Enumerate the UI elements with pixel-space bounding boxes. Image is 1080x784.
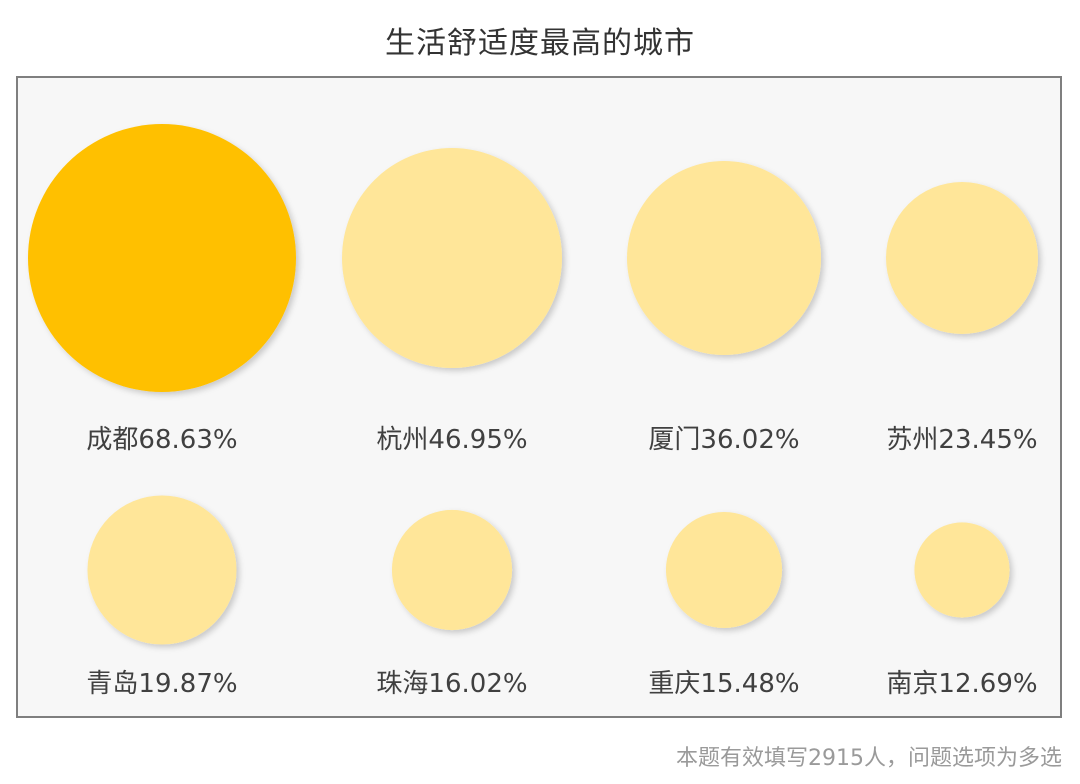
bubble-label-7: 重庆15.48% (648, 669, 799, 699)
bubble-label-5: 青岛19.87% (86, 669, 237, 699)
bubble-4 (886, 182, 1038, 334)
bubble-label-2: 杭州46.95% (376, 425, 527, 455)
bubble-2 (342, 148, 562, 368)
chart-title: 生活舒适度最高的城市 (385, 26, 695, 61)
footnote: 本题有效填写2915人，问题选项为多选 (676, 746, 1062, 771)
bubble-5 (87, 495, 237, 645)
bubble-label-6: 珠海16.02% (376, 669, 527, 699)
bubble-3 (627, 161, 821, 355)
bubble-label-4: 苏州23.45% (886, 425, 1037, 455)
bubble-6 (391, 509, 513, 631)
bubble-7 (665, 511, 783, 629)
bubble-label-1: 成都68.63% (86, 425, 237, 455)
bubble-1 (28, 124, 296, 392)
bubble-8 (914, 522, 1010, 618)
bubble-label-3: 厦门36.02% (648, 425, 799, 455)
bubble-label-8: 南京12.69% (886, 669, 1037, 699)
